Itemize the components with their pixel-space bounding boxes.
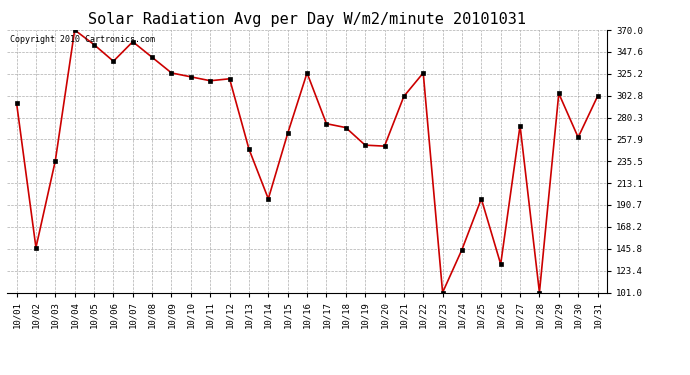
Text: Copyright 2010 Cartronics.com: Copyright 2010 Cartronics.com: [10, 35, 155, 44]
Title: Solar Radiation Avg per Day W/m2/minute 20101031: Solar Radiation Avg per Day W/m2/minute …: [88, 12, 526, 27]
